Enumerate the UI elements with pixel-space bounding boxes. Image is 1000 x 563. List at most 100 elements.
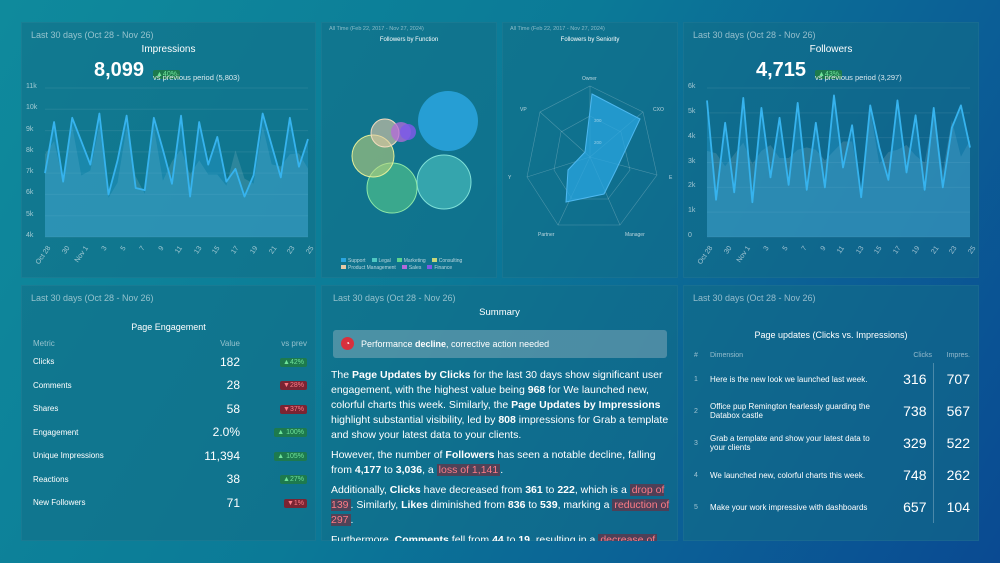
y-tick-label: 9k: [26, 125, 34, 133]
table-row: 5 Make your work impressive with dashboar…: [693, 491, 971, 523]
y-tick-label: 4k: [26, 232, 34, 239]
metric-label: New Followers: [33, 498, 86, 508]
y-tick-label: 5k: [26, 210, 34, 218]
engagement-table: Metric Value vs prev Clicks 182 ▲42% Commen…: [33, 336, 307, 515]
y-tick-label: 0: [688, 232, 692, 239]
axis-e: E: [669, 175, 673, 181]
change-badge: ▲42%: [280, 357, 307, 367]
row-dimension: We launched new, colorful charts this we…: [710, 470, 866, 480]
bubble-legal: [416, 154, 472, 210]
y-tick-label: 5k: [688, 107, 696, 115]
radar-chart: [526, 85, 658, 226]
panel-title: Followers by Function: [379, 37, 439, 43]
vs-previous: vs previous period (3,297): [815, 73, 902, 82]
date-range: Last 30 days (Oct 28 - Nov 26): [333, 293, 456, 303]
change-badge: ▼1%: [283, 498, 307, 508]
legend-label: Marketing: [403, 258, 426, 264]
table-row: Clicks 182 ▲42%: [33, 350, 307, 374]
alert-bold: decline: [415, 339, 447, 349]
metric-label: Unique Impressions: [33, 451, 104, 461]
change-badge: ▼28%: [280, 381, 307, 391]
legend-swatch: [427, 265, 433, 269]
series-line: [706, 94, 971, 204]
panel-title: Page updates (Clicks vs. Impressions): [754, 330, 908, 340]
y-tick-label: 10k: [26, 104, 38, 112]
alert-banner: ◔ Performance decline, corrective action…: [333, 330, 667, 358]
row-dimension: Grab a template and show your latest dat…: [710, 434, 870, 452]
legend-swatch: [371, 258, 377, 262]
change-badge: ▲ 100%: [274, 428, 307, 438]
table-row: 1 Here is the new look we launched last w…: [693, 363, 971, 395]
followers-panel[interactable]: Last 30 days (Oct 28 - Nov 26) Followers…: [683, 22, 979, 278]
function-panel[interactable]: All Time (Feb 22, 2017 - Nov 27, 2024) F…: [321, 22, 497, 278]
metric-value: 58: [226, 401, 240, 416]
bubble-finance: [400, 124, 416, 140]
series-area: [707, 95, 970, 237]
legend-label: Product Management: [348, 265, 396, 271]
row-index: 3: [694, 439, 698, 447]
panel-title: Followers: [809, 44, 853, 55]
date-range: All Time (Feb 22, 2017 - Nov 27, 2024): [510, 26, 605, 32]
col-impressions: Impres.: [946, 351, 970, 359]
metric-label: Engagement: [33, 427, 79, 437]
axis-y: Y: [508, 175, 512, 181]
row-impressions: 262: [946, 467, 970, 483]
change-badge: ▲27%: [280, 475, 307, 485]
legend-item: Product Management: [341, 265, 396, 271]
previous-period-area: [707, 109, 970, 237]
summary-text: The Page Updates by Clicks for the last …: [331, 368, 671, 541]
y-tick-label: 3k: [688, 157, 696, 165]
metric-value: 28: [226, 378, 240, 393]
change-badge: ▲ 105%: [274, 451, 307, 461]
table-row: Reactions 38 ▲27%: [33, 468, 307, 492]
bubble-support: [418, 91, 478, 151]
legend-label: Consulting: [438, 258, 463, 264]
col-vs-prev: vs prev: [281, 338, 307, 348]
y-tick-label: 8k: [26, 146, 34, 154]
ring-label: 300: [594, 118, 602, 123]
col-dimension: Dimension: [710, 351, 744, 359]
legend-item: Finance: [427, 265, 452, 271]
table-row: Shares 58 ▼37%: [33, 397, 307, 421]
legend-swatch: [401, 265, 407, 269]
change-badge: ▲43%: [815, 70, 842, 79]
date-range: Last 30 days (Oct 28 - Nov 26): [693, 30, 816, 40]
previous-period-area: [45, 124, 308, 237]
engagement-panel[interactable]: Last 30 days (Oct 28 - Nov 26) Page Enga…: [21, 285, 316, 541]
table-row: Unique Impressions 11,394 ▲ 105%: [33, 444, 307, 468]
radar-area: [565, 93, 641, 203]
row-clicks: 748: [893, 459, 934, 491]
row-index: 2: [694, 407, 698, 415]
summary-panel[interactable]: Last 30 days (Oct 28 - Nov 26) Summary ◔…: [321, 285, 678, 541]
metric-label: Reactions: [33, 474, 69, 484]
axis-manager: Manager: [625, 232, 645, 238]
axis-cxo: CXO: [653, 107, 664, 113]
change-badge: ▼37%: [280, 404, 307, 414]
row-index: 1: [694, 375, 698, 383]
row-impressions: 567: [946, 403, 970, 419]
seniority-panel[interactable]: All Time (Feb 22, 2017 - Nov 27, 2024) F…: [502, 22, 678, 278]
col-metric: Metric: [33, 338, 55, 348]
legend-item: Consulting: [431, 258, 463, 264]
row-clicks: 657: [893, 491, 934, 523]
metric-value: 11,394: [204, 448, 240, 463]
metric-label: Comments: [33, 380, 72, 390]
table-row: New Followers 71 ▼1%: [33, 491, 307, 515]
impressions-value: 8,099: [94, 59, 145, 81]
alert-icon: ◔: [341, 337, 354, 350]
y-tick-label: 11k: [26, 83, 37, 90]
legend-swatch: [431, 258, 437, 262]
y-tick-label: 6k: [26, 189, 34, 197]
date-range: All Time (Feb 22, 2017 - Nov 27, 2024): [329, 26, 424, 32]
followers-value: 4,715: [756, 59, 807, 81]
legend-item: Legal: [371, 258, 391, 264]
bubble-chart: [351, 91, 478, 214]
impressions-panel[interactable]: Last 30 days (Oct 28 - Nov 26) Impressio…: [21, 22, 316, 278]
table-row: 3 Grab a template and show your latest da…: [693, 427, 971, 459]
impressions-chart: [44, 87, 309, 238]
date-range: Last 30 days (Oct 28 - Nov 26): [693, 293, 816, 303]
y-tick-label: 2k: [688, 182, 696, 190]
page-updates-panel[interactable]: Last 30 days (Oct 28 - Nov 26) Page upda…: [683, 285, 979, 541]
table-row: 4 We launched new, colorful charts this w…: [693, 459, 971, 491]
axis-vp: VP: [520, 107, 527, 113]
